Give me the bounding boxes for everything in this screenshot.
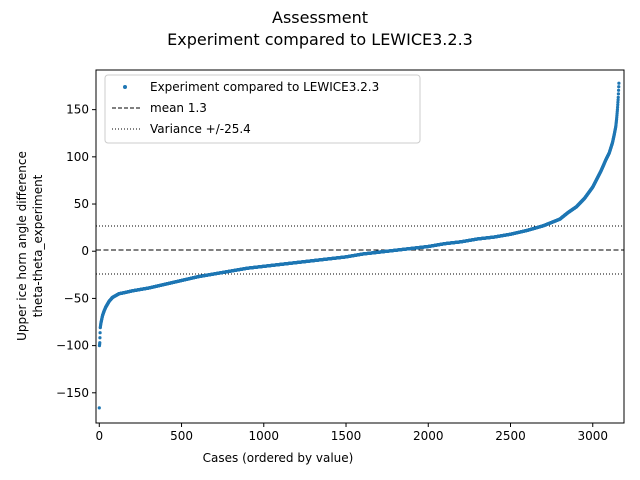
x-tick-label: 1000 <box>249 429 280 443</box>
data-point <box>97 406 101 410</box>
data-point <box>616 88 621 92</box>
legend-box <box>104 74 421 144</box>
data-point <box>616 98 620 102</box>
legend-label-points: Experiment compared to LEWICE3.2.3 <box>150 80 379 94</box>
data-point <box>616 95 620 99</box>
y-tick-label: −50 <box>64 291 89 305</box>
reference-lines <box>96 225 624 275</box>
x-tick-label: 2500 <box>495 429 526 443</box>
y-axis-ticks: −150 −100 −50 0 50 100 150 <box>56 103 96 400</box>
data-points <box>97 81 621 410</box>
plot-frame <box>95 69 625 424</box>
data-point <box>616 100 620 104</box>
y-tick-label: 100 <box>66 150 89 164</box>
data-point <box>98 336 102 340</box>
x-axis-ticks: 0 500 1000 1500 2000 2500 3000 <box>95 423 608 443</box>
x-tick-label: 500 <box>170 429 193 443</box>
x-tick-label: 1500 <box>331 429 362 443</box>
chart-title: Assessment <box>272 8 368 27</box>
y-axis-label-line2: theta-theta_experiment <box>31 174 45 317</box>
legend-marker-points <box>123 85 127 89</box>
data-point <box>615 105 620 109</box>
y-tick-label: 150 <box>66 103 89 117</box>
chart-subtitle: Experiment compared to LEWICE3.2.3 <box>167 30 473 49</box>
legend-label-mean: mean 1.3 <box>150 101 207 115</box>
y-tick-label: −150 <box>56 386 89 400</box>
x-tick-label: 0 <box>95 429 103 443</box>
legend-label-variance: Variance +/-25.4 <box>150 122 251 136</box>
data-point <box>617 85 621 89</box>
y-tick-label: −100 <box>56 339 89 353</box>
x-axis-label: Cases (ordered by value) <box>203 451 354 465</box>
data-point <box>98 341 102 345</box>
legend: Experiment compared to LEWICE3.2.3 mean … <box>104 74 421 144</box>
data-point <box>616 103 620 107</box>
y-tick-label: 50 <box>74 197 89 211</box>
data-point <box>98 331 102 335</box>
data-point <box>617 81 621 85</box>
y-tick-label: 0 <box>81 244 89 258</box>
x-tick-label: 2000 <box>413 429 444 443</box>
data-point <box>615 108 620 112</box>
y-axis-label-line1: Upper ice horn angle difference <box>15 151 29 341</box>
x-tick-label: 3000 <box>577 429 608 443</box>
data-point <box>616 92 621 96</box>
